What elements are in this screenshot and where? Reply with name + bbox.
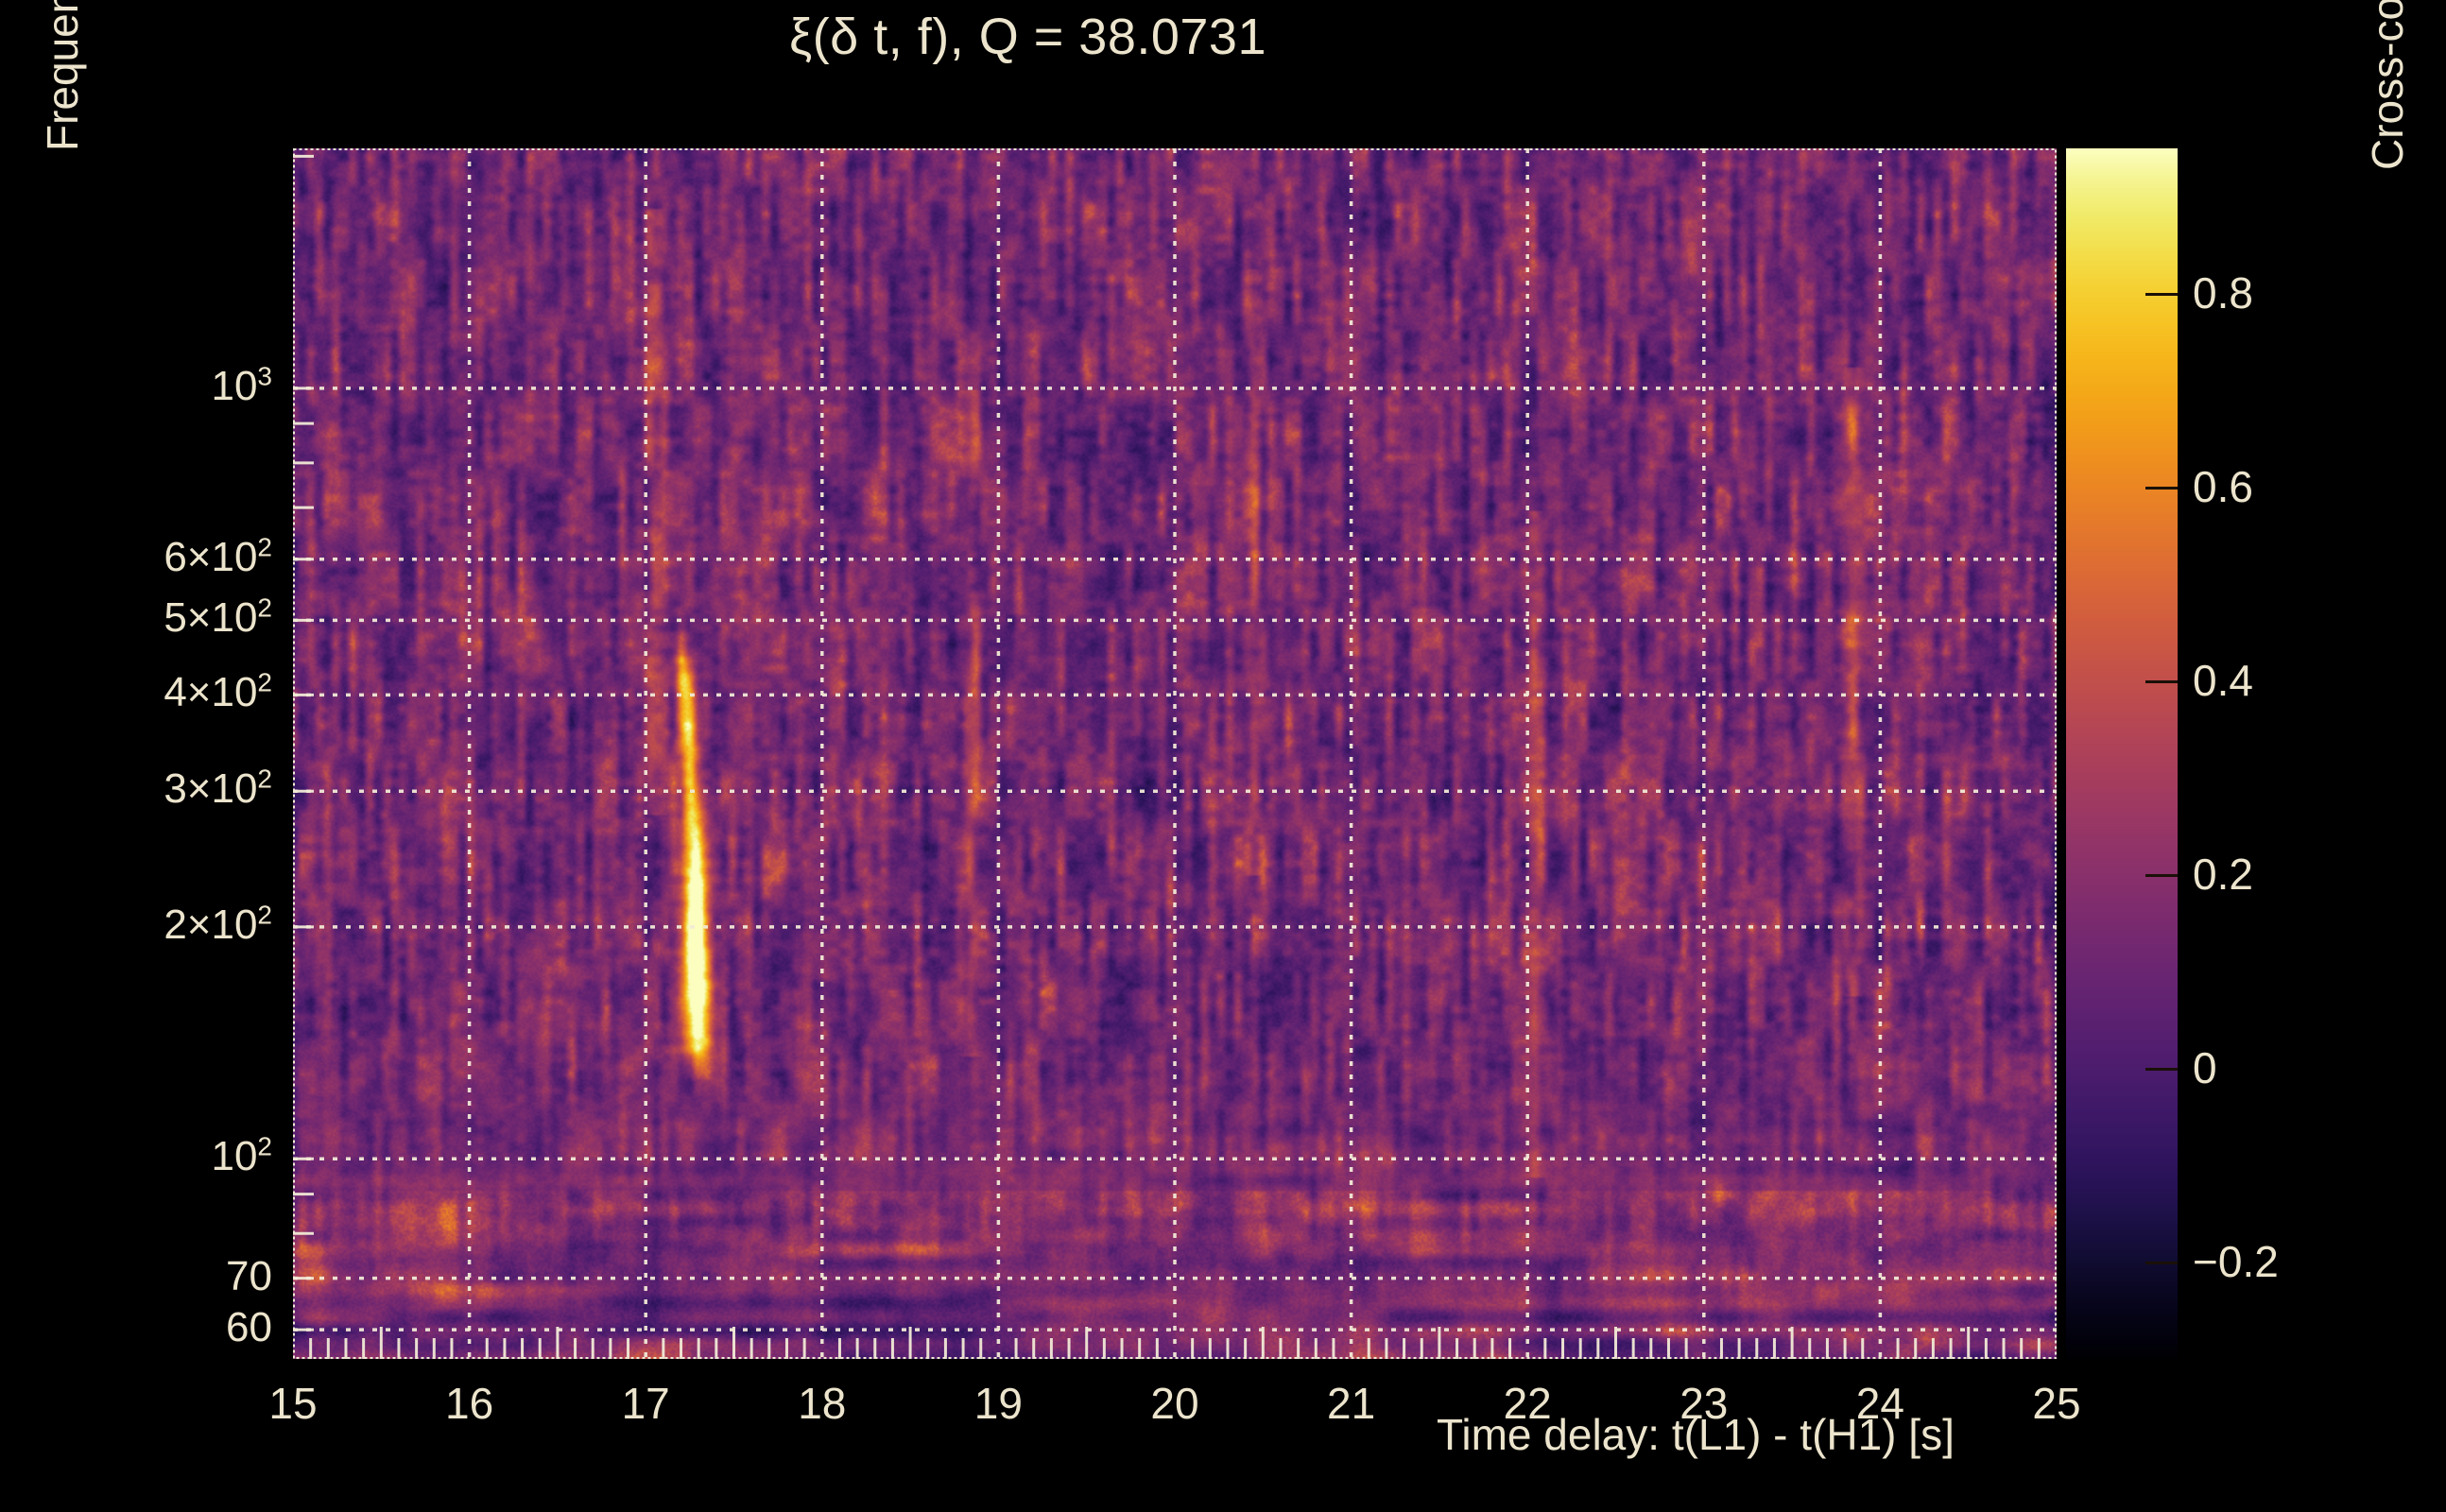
x-tick-label: 16 — [445, 1379, 494, 1428]
x-tick-label: 24 — [1855, 1379, 1904, 1428]
y-tick-label: 102 — [0, 1133, 272, 1180]
y-tick-label-exponent: 2 — [257, 532, 272, 562]
y-tick-label-mantissa: 4×10 — [164, 669, 258, 716]
x-tick-label: 25 — [2032, 1379, 2081, 1428]
colorbar-tick-label: 0.4 — [2193, 655, 2253, 705]
colorbar-tick-mark — [2145, 1067, 2178, 1071]
x-tick-label: 17 — [621, 1379, 670, 1428]
y-tick-label-mantissa: 60 — [226, 1304, 272, 1351]
colorbar-tick-label: 0.2 — [2193, 849, 2253, 899]
spectrogram-heatmap — [293, 148, 2057, 1359]
colorbar-tick-mark — [2145, 292, 2178, 296]
y-tick-label-exponent: 2 — [257, 667, 272, 697]
y-tick-label-mantissa: 10 — [211, 362, 258, 409]
y-tick-label: 6×102 — [0, 533, 272, 580]
y-tick-label: 70 — [0, 1252, 272, 1299]
y-tick-label-mantissa: 70 — [226, 1252, 272, 1299]
y-tick-label: 103 — [0, 362, 272, 409]
x-tick-label: 20 — [1150, 1379, 1199, 1428]
y-tick-label: 4×102 — [0, 669, 272, 716]
y-tick-label: 3×102 — [0, 764, 272, 813]
colorbar-tick-mark — [2145, 873, 2178, 877]
y-tick-label-mantissa: 10 — [211, 1133, 258, 1180]
colorbar-gradient — [2066, 148, 2178, 1359]
y-tick-label-mantissa: 6×10 — [164, 533, 258, 580]
y-tick-label: 2×102 — [0, 901, 272, 948]
y-tick-label-exponent: 2 — [257, 900, 272, 930]
y-tick-label: 60 — [0, 1307, 272, 1349]
colorbar-tick-label: 0.6 — [2193, 461, 2253, 511]
colorbar[interactable] — [2066, 148, 2178, 1359]
x-tick-label: 23 — [1679, 1379, 1729, 1428]
spectrogram-plot-area[interactable] — [293, 148, 2057, 1359]
colorbar-tick-label: 0.8 — [2193, 267, 2253, 318]
colorbar-tick-mark — [2145, 679, 2178, 683]
y-tick-label-exponent: 3 — [257, 361, 272, 391]
x-tick-label: 18 — [798, 1379, 847, 1428]
colorbar-title: Cross-correlation ξ — [2363, 0, 2412, 170]
y-tick-label-mantissa: 5×10 — [164, 594, 258, 642]
y-tick-label-exponent: 2 — [257, 764, 272, 794]
x-tick-label: 22 — [1503, 1379, 1552, 1428]
y-tick-label: 5×102 — [0, 594, 272, 642]
colorbar-tick-mark — [2145, 1261, 2178, 1264]
x-tick-label: 15 — [268, 1379, 318, 1428]
x-tick-label: 21 — [1327, 1379, 1376, 1428]
y-tick-label-exponent: 2 — [257, 593, 272, 623]
colorbar-tick-label: −0.2 — [2193, 1236, 2279, 1286]
x-tick-label: 19 — [973, 1379, 1023, 1428]
y-tick-label-mantissa: 3×10 — [164, 765, 258, 813]
colorbar-tick-label: 0 — [2193, 1042, 2217, 1092]
y-axis-title: Frequency [Hz] — [38, 0, 87, 151]
y-tick-label-mantissa: 2×10 — [164, 901, 258, 948]
y-tick-label-exponent: 2 — [257, 1131, 272, 1161]
page-title: ξ(δ t, f), Q = 38.0731 — [789, 9, 1266, 65]
colorbar-tick-mark — [2145, 486, 2178, 490]
x-axis-title: Time delay: t(L1) - t(H1) [s] — [1437, 1410, 1955, 1459]
